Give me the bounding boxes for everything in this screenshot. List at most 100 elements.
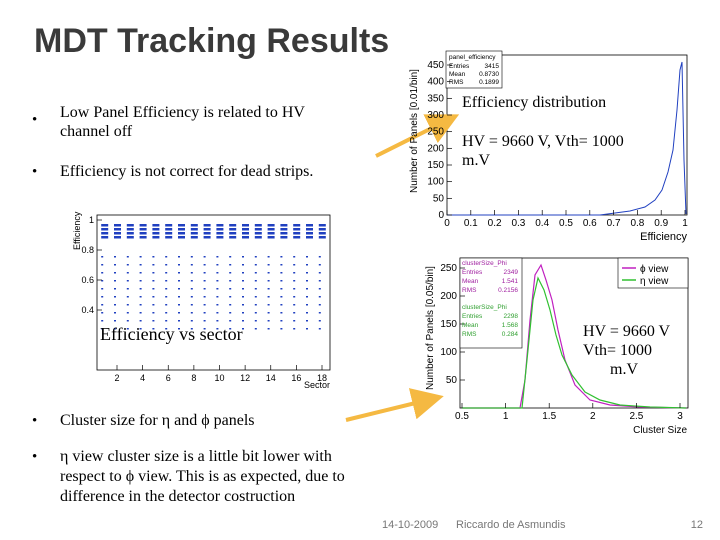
point — [152, 232, 160, 235]
point — [203, 288, 206, 290]
x-tick-label: 0.3 — [511, 218, 525, 229]
point — [152, 312, 155, 314]
point — [267, 256, 270, 258]
point — [152, 320, 155, 322]
y-tick-label: 300 — [427, 110, 444, 121]
point — [280, 228, 288, 231]
point — [280, 272, 283, 274]
point — [293, 280, 296, 282]
point — [216, 312, 219, 314]
point — [293, 224, 301, 227]
point — [203, 228, 211, 231]
point — [242, 232, 249, 235]
y-tick-label: 50 — [433, 193, 445, 204]
point — [254, 312, 257, 314]
point — [306, 272, 308, 274]
stats-value: 1.541 — [502, 278, 519, 285]
point — [114, 328, 116, 330]
point — [267, 224, 275, 227]
point — [280, 264, 283, 266]
stats-key: Entries — [462, 269, 483, 276]
point — [139, 296, 142, 298]
point — [293, 236, 301, 239]
point — [229, 224, 237, 227]
caption: Efficiency distribution — [462, 94, 606, 111]
point — [318, 272, 321, 274]
x-tick-label: 0.6 — [583, 218, 597, 229]
point — [242, 228, 249, 231]
point — [293, 304, 296, 306]
point — [254, 236, 262, 239]
stats-value: 1.568 — [502, 322, 519, 329]
legend-label: η view — [640, 276, 669, 287]
point — [101, 296, 104, 298]
point — [216, 264, 219, 266]
point — [126, 224, 134, 227]
point — [293, 288, 296, 290]
point — [306, 280, 308, 282]
point — [318, 328, 321, 330]
point — [126, 328, 129, 330]
point — [190, 320, 193, 322]
point — [165, 296, 168, 298]
point — [267, 304, 270, 306]
point — [216, 304, 219, 306]
point — [152, 264, 155, 266]
point — [203, 296, 206, 298]
y-tick-label: 400 — [427, 77, 444, 88]
point — [152, 304, 155, 306]
point — [254, 296, 257, 298]
point — [203, 264, 206, 266]
point — [114, 312, 116, 314]
point — [318, 280, 321, 282]
point — [280, 236, 288, 239]
point — [126, 304, 129, 306]
point — [267, 328, 270, 330]
x-tick-label: 1.5 — [542, 411, 556, 422]
point — [306, 320, 308, 322]
x-tick-label: 6 — [166, 373, 171, 383]
x-axis-label: Sector — [304, 380, 330, 390]
plot-frame — [96, 214, 331, 371]
arrow — [345, 388, 444, 422]
point — [318, 256, 321, 258]
point — [216, 296, 219, 298]
point — [178, 312, 180, 314]
point — [178, 232, 185, 235]
point — [165, 256, 168, 258]
point — [101, 280, 104, 282]
footer-author: Riccardo de Asmundis — [456, 519, 566, 531]
point — [190, 236, 198, 239]
text-line: respect to ϕ view. This is as expected, … — [60, 468, 345, 485]
stats-title: clusterSize_Phi — [462, 304, 507, 311]
stats-title: clusterSize_Phi — [462, 260, 507, 267]
point — [101, 328, 104, 330]
point — [139, 228, 147, 231]
point — [114, 320, 116, 322]
footer-date: 14-10-2009 — [382, 519, 438, 531]
point — [216, 232, 224, 235]
point — [203, 312, 206, 314]
point — [190, 228, 198, 231]
point — [101, 256, 104, 258]
x-tick-label: 16 — [291, 373, 301, 383]
point — [139, 232, 147, 235]
x-tick-label: 3 — [677, 411, 683, 422]
point — [203, 232, 211, 235]
point — [114, 280, 116, 282]
y-tick-label: 150 — [427, 160, 444, 171]
point — [267, 272, 270, 274]
point — [267, 280, 270, 282]
point — [280, 328, 283, 330]
point — [190, 256, 193, 258]
legend-label: ϕ view — [640, 264, 669, 275]
point — [165, 320, 168, 322]
point — [254, 224, 262, 227]
point — [178, 320, 180, 322]
point — [165, 288, 168, 290]
arrow — [375, 114, 460, 158]
point — [139, 320, 142, 322]
point — [293, 272, 296, 274]
point — [139, 288, 142, 290]
